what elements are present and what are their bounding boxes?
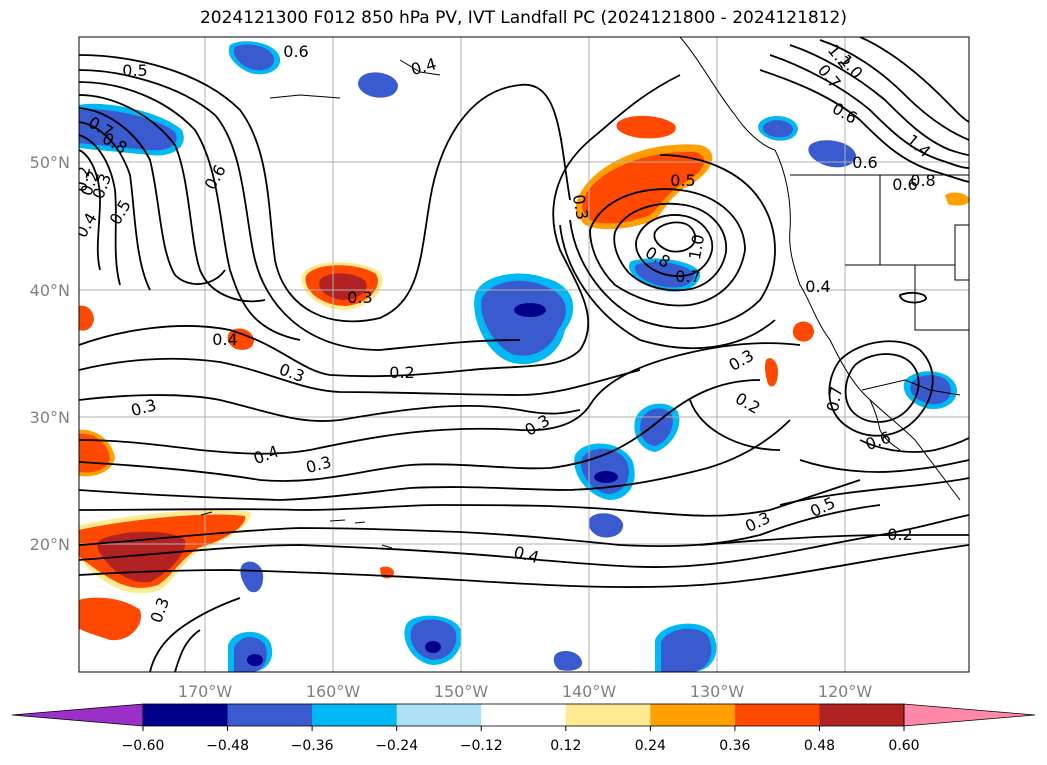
contour-label: 0.6 bbox=[892, 175, 917, 194]
colorbar-tick-label: −0.24 bbox=[375, 738, 418, 754]
longitude-label: 160°W bbox=[306, 682, 361, 701]
colorbar-ticks: −0.60 −0.48 −0.36 −0.24 −0.12 0.12 0.24 0.36 0.4… bbox=[122, 726, 920, 754]
longitude-label: 150°W bbox=[434, 682, 489, 701]
pv-positive-blob bbox=[575, 144, 713, 230]
colorbar-tick-label: 0.24 bbox=[635, 738, 666, 754]
longitude-label: 170°W bbox=[178, 682, 233, 701]
latitude-label: 20°N bbox=[30, 535, 70, 554]
contour-label: 0.3 bbox=[347, 288, 372, 307]
colorbar-tick-label: 0.48 bbox=[804, 738, 835, 754]
colorbar-bin bbox=[734, 704, 820, 726]
pv-negative-blob bbox=[808, 140, 856, 168]
latitude-label: 50°N bbox=[30, 153, 70, 172]
colorbar-tick-label: −0.36 bbox=[291, 738, 334, 754]
latitude-label: 40°N bbox=[30, 281, 70, 300]
colorbar-tick-label: 0.12 bbox=[550, 738, 581, 754]
colorbar-bin bbox=[565, 704, 651, 726]
pv-negative-blob bbox=[655, 623, 717, 672]
pv-positive-blob bbox=[227, 328, 254, 350]
contour-label: 0.6 bbox=[283, 42, 308, 61]
pv-positive-blob bbox=[79, 305, 94, 331]
map-title: 2024121300 F012 850 hPa PV, IVT Landfall… bbox=[199, 8, 847, 28]
pv-negative-blob bbox=[758, 116, 798, 141]
map-plot-area: 0.60.40.50.70.80.20.30.4 0.50.60.30.40.3 0… bbox=[71, 37, 969, 672]
colorbar-tick-label: −0.12 bbox=[460, 738, 503, 754]
contour-label: 0.2 bbox=[389, 363, 414, 382]
pv-positive-blob bbox=[792, 321, 815, 342]
longitude-label: 120°W bbox=[818, 682, 873, 701]
contour-label: 0.5 bbox=[122, 61, 147, 80]
contour-lines bbox=[79, 37, 969, 672]
colorbar-bin bbox=[481, 704, 567, 726]
pv-negative-blob bbox=[228, 631, 273, 672]
pv-negative-blob bbox=[228, 41, 281, 75]
pv-positive-blob bbox=[945, 192, 969, 206]
pv-positive-blob bbox=[79, 597, 141, 641]
coastlines bbox=[200, 37, 969, 549]
pv-positive-blob bbox=[301, 261, 383, 310]
contour-label: 0.2 bbox=[887, 525, 912, 544]
pv-positive-blob bbox=[764, 358, 778, 387]
contour-label: 0.5 bbox=[670, 171, 695, 190]
colorbar-extend-min bbox=[11, 703, 144, 727]
colorbar-tick-label: −0.48 bbox=[206, 738, 249, 754]
pv-positive-blob bbox=[616, 115, 676, 139]
colorbar-bin bbox=[396, 704, 482, 726]
pv-negative-blob bbox=[588, 513, 624, 538]
latitude-label: 30°N bbox=[30, 408, 70, 427]
colorbar-bin bbox=[227, 704, 313, 726]
map-frame bbox=[78, 36, 970, 673]
pv-negative-blob bbox=[634, 403, 680, 452]
colorbar-tick-label: 0.60 bbox=[888, 738, 919, 754]
longitude-label: 130°W bbox=[690, 682, 745, 701]
contour-label: 1.0 bbox=[685, 233, 708, 261]
contour-label: 0.7 bbox=[675, 267, 700, 286]
colorbar-bin bbox=[819, 704, 905, 726]
colorbar-extend-max bbox=[903, 703, 1036, 727]
contour-label: 0.4 bbox=[805, 277, 830, 296]
contour-label: 0.8 bbox=[910, 171, 935, 190]
pv-negative-blob bbox=[358, 72, 398, 98]
colorbar-tick-label: −0.60 bbox=[122, 738, 165, 754]
contour-label: 0.6 bbox=[852, 153, 877, 172]
colorbar-tick-label: 0.36 bbox=[719, 738, 750, 754]
longitude-label: 140°W bbox=[562, 682, 617, 701]
latitude-labels: 50°N 40°N 30°N 20°N bbox=[30, 153, 70, 554]
contour-label: 0.3 bbox=[569, 193, 592, 221]
colorbar-outline bbox=[142, 703, 905, 727]
contour-label: 0.2 bbox=[71, 165, 94, 193]
pv-negative-blob bbox=[240, 561, 264, 593]
colorbar bbox=[11, 703, 1036, 727]
contour-label: 0.4 bbox=[212, 330, 237, 349]
longitude-labels: 170°W 160°W 150°W 140°W 130°W 120°W bbox=[178, 682, 873, 701]
pv-negative-blob bbox=[553, 650, 583, 671]
colorbar-bin bbox=[143, 704, 229, 726]
pv-negative-blob bbox=[404, 615, 462, 665]
contour-label: 0.7 bbox=[823, 385, 846, 413]
pv-negative-blob bbox=[474, 273, 574, 365]
colorbar-bin bbox=[312, 704, 398, 726]
colorbar-bin bbox=[650, 704, 736, 726]
